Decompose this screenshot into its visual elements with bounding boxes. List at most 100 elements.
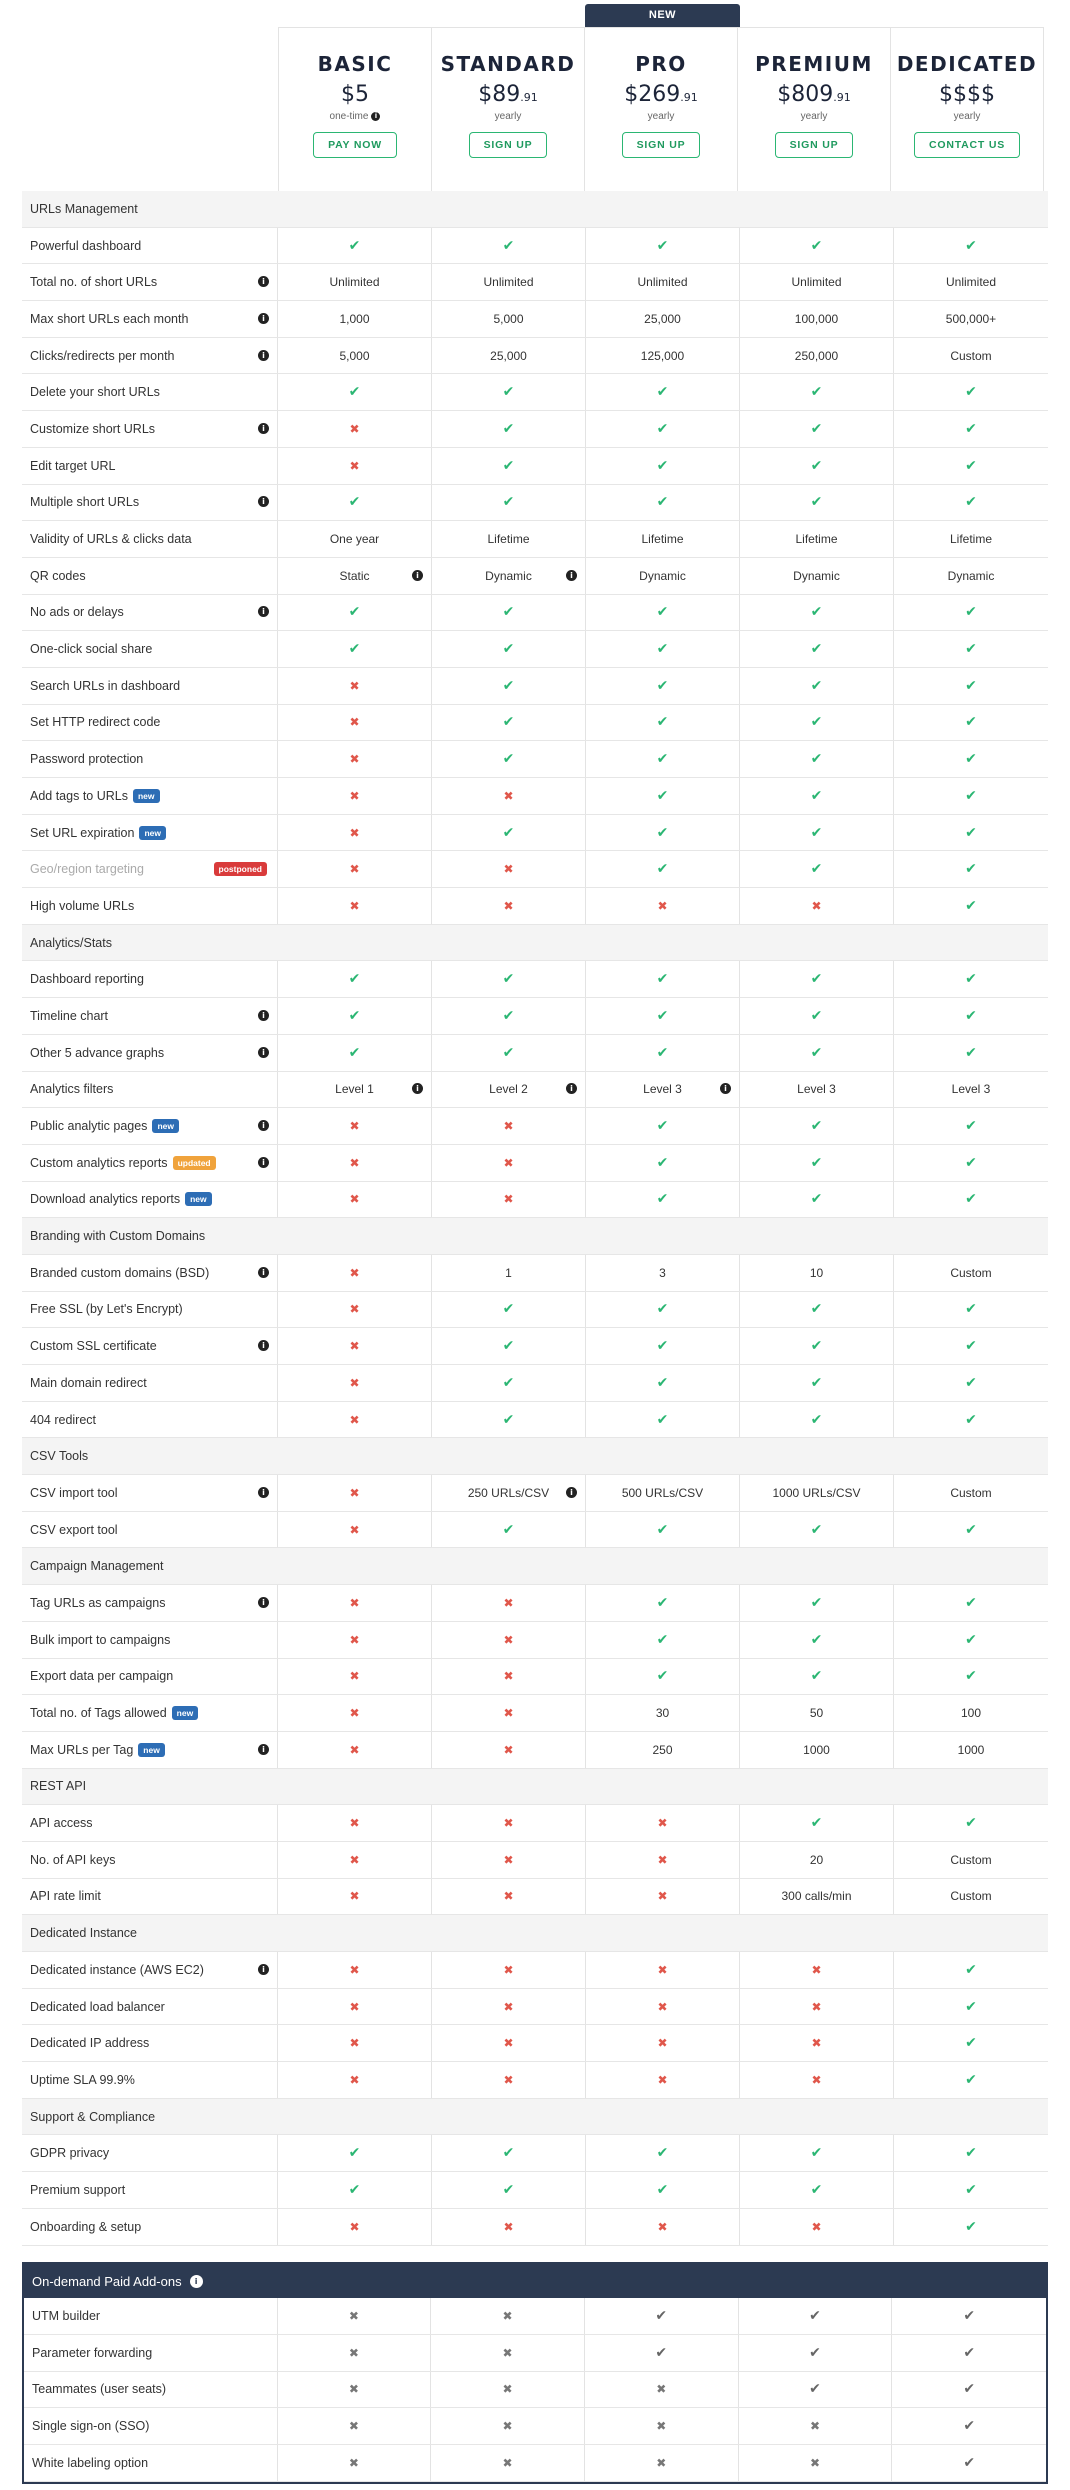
info-icon[interactable]: i [412, 569, 423, 581]
pay-now-button[interactable]: PAY NOW [313, 132, 397, 158]
feature-label: Set HTTP redirect code [30, 715, 161, 730]
cell-value: Custom [950, 348, 992, 363]
info-icon[interactable]: i [258, 312, 269, 324]
cell-value: Unlimited [791, 275, 842, 290]
cell-value: Level 3 [951, 1082, 991, 1097]
feature-label-cell: Add tags to URLs new [22, 778, 278, 814]
info-icon[interactable]: i [258, 1963, 269, 1975]
info-icon[interactable]: i [720, 1083, 731, 1095]
cell-value: Lifetime [949, 532, 993, 547]
check-icon: ✔ [810, 420, 823, 437]
info-icon[interactable]: i [258, 1743, 269, 1755]
check-icon: ✔ [965, 2181, 977, 2198]
addons-rows: UTM builder ✖ ✖ ✔ ✔ ✔ Parameter forwarding ✖ ✖ ✔ ✔… [24, 2298, 1046, 2482]
sign-up-button[interactable]: SIGN UP [621, 132, 701, 158]
feature-label-cell: Geo/region targeting postponed [22, 851, 278, 888]
info-icon[interactable]: i [258, 606, 269, 618]
addon-row: Single sign-on (SSO) ✖ ✖ ✖ ✖ ✔ [24, 2408, 1046, 2446]
value-cell: ✔ [586, 741, 740, 777]
info-icon[interactable]: i [189, 2274, 203, 2288]
cell-value: 250,000 [794, 348, 839, 363]
check-icon: ✔ [810, 1044, 823, 1061]
info-icon[interactable]: i [258, 349, 269, 361]
check-icon: ✔ [502, 751, 515, 768]
info-icon[interactable]: i [566, 1083, 577, 1095]
info-icon[interactable]: i [258, 1340, 269, 1352]
table-row: Uptime SLA 99.9% ✖ ✖ ✖ ✖ ✔ [22, 2062, 1048, 2099]
info-icon[interactable]: i [258, 1266, 269, 1278]
info-icon[interactable]: i [258, 496, 269, 508]
feature-label: Clicks/redirects per month [30, 348, 175, 363]
info-icon[interactable]: i [258, 1009, 269, 1021]
table-row: High volume URLs ✖ ✖ ✖ ✖ ✔ [22, 888, 1048, 925]
value-cell: ✔ [586, 851, 740, 888]
value-cell: ✔ [894, 961, 1048, 997]
table-row: No ads or delays i ✔ ✔ ✔ ✔ ✔ [22, 594, 1048, 632]
info-icon[interactable]: i [566, 569, 577, 581]
cell-value: Dynamic [947, 568, 995, 583]
feature-label-cell: Total no. of short URLs i [22, 264, 278, 301]
value-cell: ✖ [278, 2334, 432, 2371]
table-row: Geo/region targeting postponed ✖ ✖ ✔ ✔ ✔ [22, 851, 1048, 889]
info-icon[interactable]: i [412, 1083, 423, 1095]
section-header: Branding with Custom Domains [22, 1218, 1048, 1255]
table-row: Total no. of Tags allowed new ✖ ✖ 30 50 100 [22, 1695, 1048, 1732]
value-cell: ✔ [894, 485, 1048, 521]
check-icon: ✔ [502, 494, 515, 511]
cell-value: Custom [950, 1265, 992, 1280]
value-cell: ✔ [739, 2298, 893, 2334]
cell-value: 25,000 [490, 348, 527, 363]
info-icon[interactable]: i [258, 422, 269, 434]
value-cell: Dynamic i [432, 557, 586, 594]
feature-label-cell: QR codes [22, 557, 278, 594]
feature-label: Total no. of Tags allowed [30, 1706, 167, 1721]
cell-value: 50 [809, 1706, 824, 1721]
value-cell: ✔ [586, 594, 740, 631]
value-cell: ✖ [740, 1952, 894, 1988]
info-icon[interactable]: i [258, 1596, 269, 1608]
info-icon[interactable]: i [258, 276, 269, 288]
value-cell: One year [278, 521, 432, 557]
cross-icon: ✖ [349, 1155, 360, 1170]
cross-icon: ✖ [503, 1816, 514, 1831]
contact-us-button[interactable]: CONTACT US [913, 132, 1021, 158]
cross-icon: ✖ [657, 898, 668, 913]
sign-up-button[interactable]: SIGN UP [468, 132, 548, 158]
value-cell: ✔ [586, 1585, 740, 1621]
feature-label-cell: Search URLs in dashboard [22, 667, 278, 704]
check-icon: ✔ [965, 641, 977, 658]
info-icon[interactable]: i [258, 1156, 269, 1168]
value-cell: ✖ [278, 1365, 432, 1401]
cell-value: Lifetime [641, 532, 684, 547]
value-cell: ✖ [432, 1952, 586, 1988]
info-icon[interactable]: i [566, 1486, 577, 1498]
check-icon: ✔ [810, 714, 823, 731]
feature-label: Tag URLs as campaigns [30, 1595, 166, 1610]
cross-icon: ✖ [349, 862, 360, 877]
info-icon[interactable]: i [371, 111, 381, 121]
table-row: Edit target URL ✖ ✔ ✔ ✔ ✔ [22, 447, 1048, 485]
cell-value: 500 URLs/CSV [621, 1485, 704, 1500]
value-cell: ✔ [432, 704, 586, 741]
feature-label: 404 redirect [30, 1412, 97, 1427]
plan-price: $89.91 [432, 82, 584, 107]
check-icon: ✔ [348, 237, 361, 254]
check-icon: ✔ [965, 604, 977, 621]
new-plan-tab: NEW [585, 4, 740, 27]
cell-value: Level 3 [797, 1082, 836, 1097]
feature-label-cell: Dedicated instance (AWS EC2) i [22, 1952, 278, 1988]
value-cell: ✖ [278, 1511, 432, 1548]
info-icon[interactable]: i [258, 1046, 269, 1058]
sign-up-button[interactable]: SIGN UP [774, 132, 854, 158]
cross-icon: ✖ [349, 1412, 360, 1427]
info-icon[interactable]: i [258, 1486, 269, 1498]
value-cell: Lifetime [894, 521, 1048, 557]
section-header: Support & Compliance [22, 2098, 1048, 2136]
table-row: Export data per campaign ✖ ✖ ✔ ✔ ✔ [22, 1658, 1048, 1696]
value-cell: ✔ [894, 705, 1048, 741]
value-cell: Dynamic [740, 557, 894, 594]
value-cell: ✔ [740, 704, 894, 741]
info-icon[interactable]: i [258, 1120, 269, 1132]
value-cell: ✔ [894, 1659, 1048, 1695]
value-cell: ✖ [278, 851, 432, 888]
